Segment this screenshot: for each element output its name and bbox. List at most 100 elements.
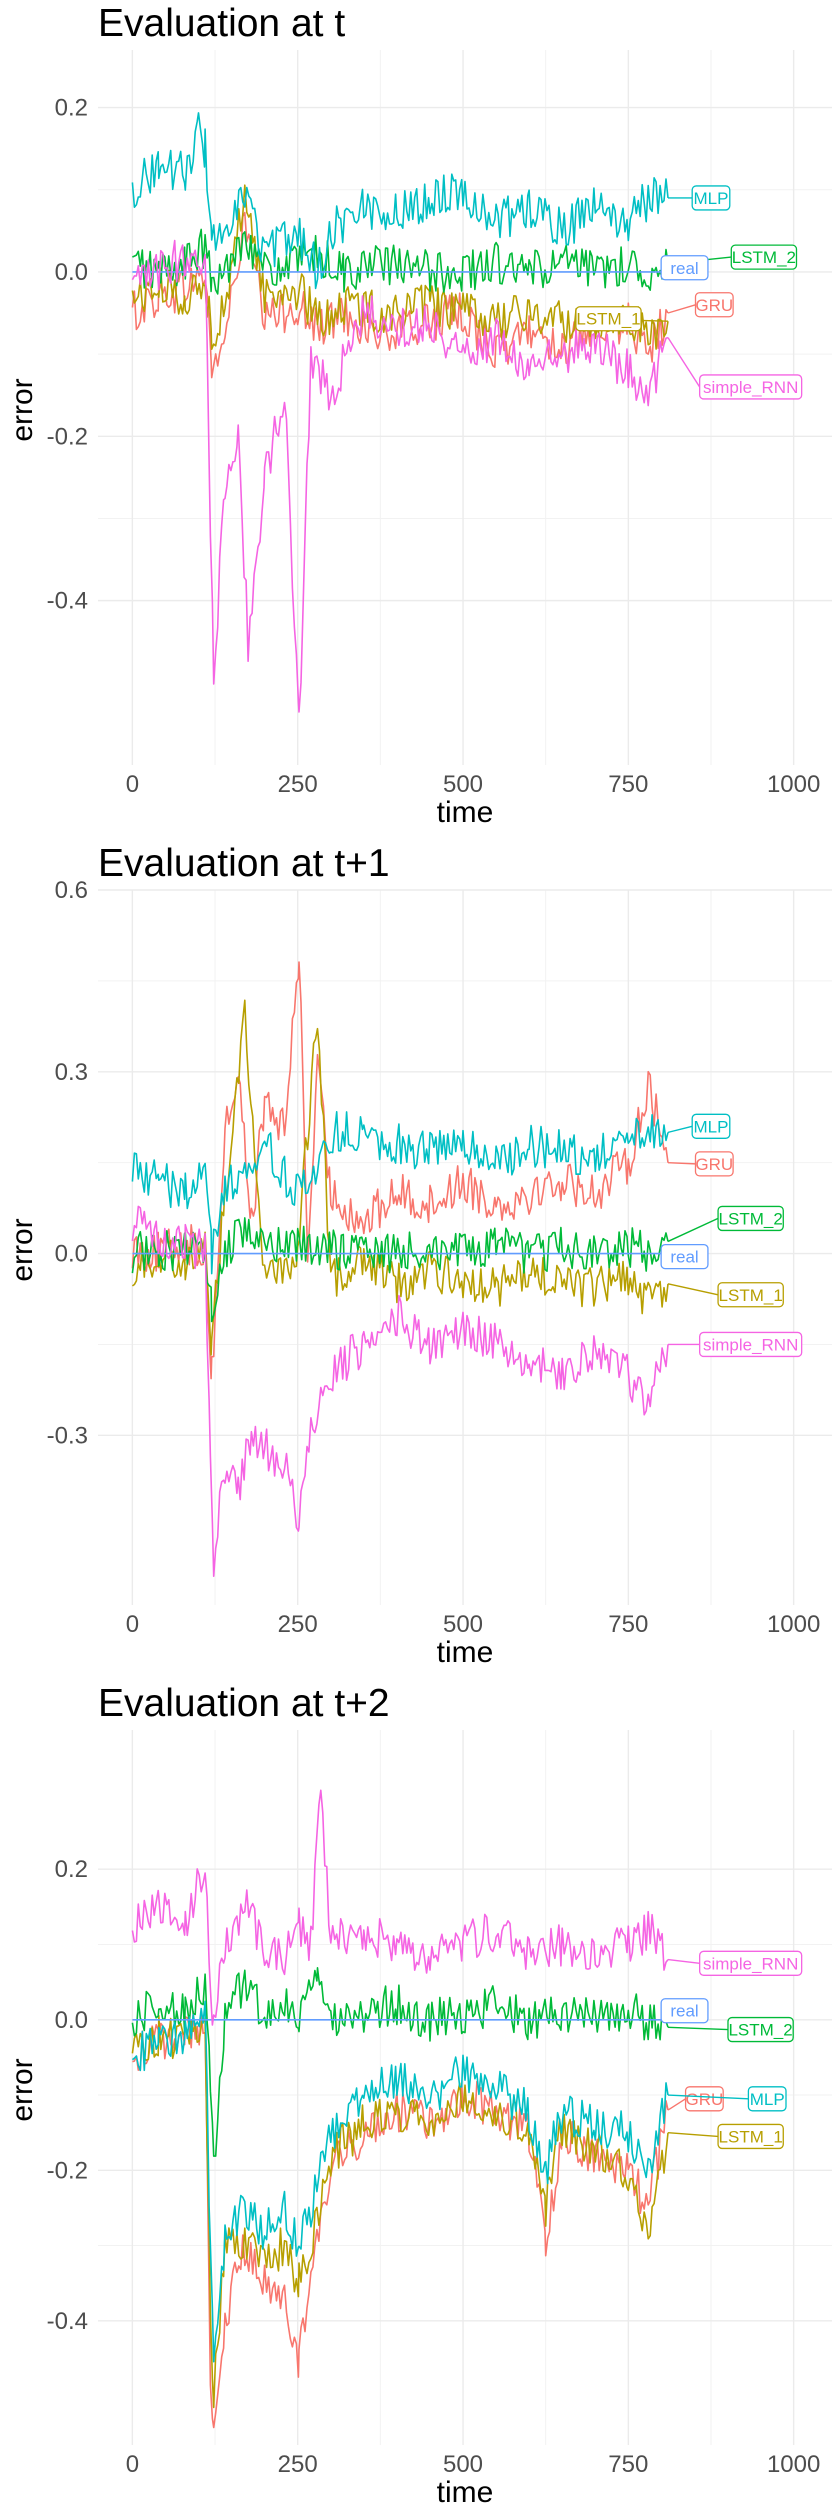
series-label-LSTM_1: LSTM_1 [719,1286,783,1305]
axes: 0 250 500 750 1000 -0.4 -0.2 0.0 0.2 [47,1856,821,2478]
series-line-LSTM_2 [132,228,669,295]
chart-panel-t: GRU LSTM_1 LSTM_2 MLP real simple_RNN 0 250 500… [0,0,840,840]
series-line-LSTM_1 [131,2014,669,2409]
x-axis-label: time [437,1636,494,1669]
series-line-GRU [131,961,669,1380]
y-tick-label: 0.0 [55,259,88,286]
gridlines [98,1730,832,2445]
chart-title: Evaluation at t+2 [98,1682,390,1725]
chart-title: Evaluation at t+1 [98,842,390,885]
series-label-box-LSTM_1 [575,306,642,332]
x-axis-label: time [437,796,494,829]
series-label-LSTM_2: LSTM_2 [719,1209,783,1228]
y-axis-label: error [6,1218,39,1281]
series-label-MLP: MLP [750,2090,785,2109]
series-label-GRU: GRU [685,2090,723,2109]
series-label-LSTM_1: LSTM_1 [576,310,640,329]
y-axis-label: error [6,378,39,441]
x-tick-label: 250 [278,1611,318,1638]
series-labels: GRU LSTM_1 LSTM_2 MLP real simple_RNN [575,185,803,400]
series-label-real: real [670,259,698,278]
label-connector-LSTM_1 [667,1283,719,1296]
y-tick-label: 0.3 [55,1059,88,1086]
y-tick-label: -0.3 [47,1422,88,1449]
gridlines [98,889,832,1605]
series-line-MLP [131,2000,669,2363]
y-tick-label: 0.2 [55,95,88,122]
x-tick-label: 500 [443,771,483,798]
series-label-box-simple_RNN [699,1950,803,1976]
y-tick-label: -0.2 [47,2157,88,2184]
series-label-GRU: GRU [695,1155,733,1174]
series-label-GRU: GRU [695,296,733,315]
x-tick-label: 1000 [767,771,820,798]
chart-panel-t2: GRU LSTM_1 LSTM_2 MLP real simple_RNN 0 250 500… [0,1680,840,2520]
series-line-simple_RNN [131,1789,669,2026]
y-tick-label: -0.4 [47,2308,88,2335]
series-label-box-LSTM_1 [717,1282,784,1308]
y-tick-label: 0.6 [55,877,88,904]
series-label-box-MLP [747,2086,787,2112]
series-line-MLP [131,1111,669,1275]
series-lines [131,112,669,713]
x-tick-label: 500 [443,2451,483,2478]
label-connector-simple_RNN [667,1958,700,1965]
label-connector-GRU [667,1161,696,1165]
x-tick-label: 500 [443,1611,483,1638]
axes: 0 250 500 750 1000 -0.3 0.0 0.3 0.6 [47,877,821,1638]
series-label-box-MLP [691,185,731,211]
label-connector-MLP [667,2094,749,2100]
chart-svg-t2: GRU LSTM_1 LSTM_2 MLP real simple_RNN 0 250 500… [6,1682,832,2509]
series-label-MLP: MLP [694,189,729,208]
series-label-box-LSTM_2 [717,1205,784,1232]
label-connector-simple_RNN [667,337,701,388]
series-labels: GRU LSTM_1 LSTM_2 MLP real simple_RNN [660,1950,803,2150]
series-label-real: real [670,1248,698,1267]
x-tick-label: 250 [278,771,318,798]
series-label-box-simple_RNN [699,1331,803,1358]
series-lines [131,961,669,1577]
chart-svg-t1: GRU LSTM_1 LSTM_2 MLP real simple_RNN 0 250 500… [6,842,832,1669]
series-label-box-real [660,1998,709,2024]
series-label-simple_RNN: simple_RNN [703,1954,798,1973]
x-tick-label: 1000 [767,2451,820,2478]
chart-panel-t1: GRU LSTM_1 LSTM_2 MLP real simple_RNN 0 250 500… [0,840,840,1680]
series-line-MLP [131,112,669,290]
series-label-box-GRU [694,292,734,318]
y-tick-label: 0.0 [55,1241,88,1268]
label-connector-GRU [667,2098,686,2111]
series-label-box-LSTM_2 [730,244,798,270]
series-line-simple_RNN [131,239,669,713]
y-tick-label: 0.0 [55,2007,88,2034]
axes: 0 250 500 750 1000 -0.4 -0.2 0.0 0.2 [47,95,821,798]
series-label-box-simple_RNN [699,374,803,400]
series-label-box-real [660,255,709,281]
series-line-simple_RNN [131,1205,669,1577]
x-tick-label: 250 [278,2451,318,2478]
series-label-LSTM_1: LSTM_1 [719,2127,783,2146]
series-label-MLP: MLP [694,1117,729,1136]
series-label-LSTM_2: LSTM_2 [728,2021,792,2040]
y-tick-label: -0.2 [47,423,88,450]
series-line-LSTM_2 [131,1217,669,1323]
series-label-box-GRU [684,2086,724,2112]
series-label-real: real [670,2002,698,2021]
y-axis-label: error [6,2058,39,2121]
y-tick-label: 0.2 [55,1856,88,1883]
chart-svg-t: GRU LSTM_1 LSTM_2 MLP real simple_RNN 0 250 500… [6,2,832,829]
series-label-box-MLP [691,1113,731,1139]
x-tick-label: 750 [608,1611,648,1638]
series-line-GRU [132,2010,669,2429]
label-connector-LSTM_2 [667,1217,719,1243]
x-tick-label: 750 [608,2451,648,2478]
label-connector-LSTM_1 [667,2131,719,2138]
x-tick-label: 750 [608,771,648,798]
label-connector-GRU [667,304,696,314]
gridlines [98,50,832,765]
series-label-box-GRU [694,1151,734,1177]
series-label-simple_RNN: simple_RNN [703,1335,798,1354]
x-tick-label: 1000 [767,1611,820,1638]
series-labels: GRU LSTM_1 LSTM_2 MLP real simple_RNN [660,1113,803,1358]
x-tick-label: 0 [126,1611,139,1638]
